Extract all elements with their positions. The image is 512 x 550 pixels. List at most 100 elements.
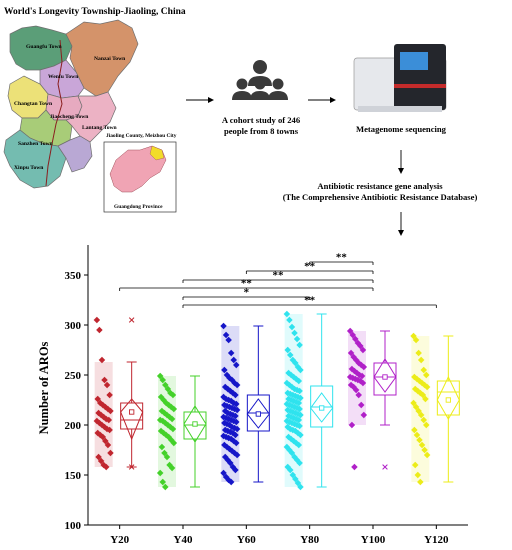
people-group-icon: [232, 60, 288, 100]
data-point: [232, 391, 239, 399]
data-point: [107, 407, 114, 415]
data-point: [410, 399, 417, 407]
sequencing-label: Metagenome sequencing: [356, 124, 447, 134]
sig-label: **: [304, 295, 316, 307]
data-point: [296, 341, 303, 349]
data-point: [296, 387, 303, 395]
data-point: [295, 399, 303, 407]
box-layer: [120, 313, 460, 488]
x-tick-label: Y100: [361, 534, 386, 546]
data-point: [169, 391, 177, 399]
workflow: A cohort study of 246 people from 8 town…: [186, 44, 477, 236]
sig-label: **: [273, 270, 285, 282]
data-point: [170, 439, 178, 447]
data-point: [159, 478, 167, 486]
data-point: [351, 463, 358, 471]
data-point: [99, 433, 107, 441]
data-point: [411, 461, 419, 469]
mean-marker: [445, 397, 451, 403]
province-shape: [109, 145, 167, 193]
cohort-text-line1: A cohort study of 246: [222, 115, 301, 125]
outlier-cross: [128, 317, 135, 323]
outlier-marker: [128, 464, 135, 470]
town-label: Xinpu Town: [14, 165, 44, 171]
x-tick-label: Y20: [110, 534, 129, 546]
data-point: [295, 416, 303, 424]
data-point: [412, 336, 420, 344]
box-iqr: [436, 380, 460, 416]
cohort-text-line2: people from 8 towns: [224, 126, 299, 136]
mean-marker: [129, 409, 135, 415]
box-plot-chart: Number of AROs 100 150 200 250 300 350 Y20 Y40…: [37, 245, 468, 546]
town-label: Sanzhen Town: [18, 141, 54, 147]
data-point: [168, 415, 176, 423]
data-point: [97, 457, 105, 465]
data-point: [286, 466, 294, 474]
data-point: [98, 356, 106, 364]
data-point: [296, 459, 303, 467]
data-point: [161, 483, 169, 491]
data-point: [233, 381, 241, 389]
data-point: [423, 383, 431, 391]
data-point: [101, 376, 108, 384]
data-point: [417, 478, 424, 486]
data-point: [296, 405, 303, 413]
data-point: [415, 407, 422, 415]
data-point: [417, 411, 425, 419]
data-point: [95, 453, 102, 461]
data-point: [297, 394, 304, 402]
data-point: [418, 441, 426, 449]
data-point: [102, 437, 109, 445]
mean-ci-diamond: [120, 398, 144, 441]
analysis-line2: (The Comprehensive Antibiotic Resistance…: [283, 192, 478, 202]
y-axis-label: Number of AROs: [37, 341, 51, 434]
data-point: [423, 451, 431, 459]
data-point: [232, 466, 239, 474]
data-point: [227, 478, 235, 486]
x-tick-label: Y80: [300, 534, 319, 546]
data-point: [410, 332, 417, 340]
data-point: [416, 436, 423, 444]
data-point: [357, 342, 364, 350]
x-tick-label: Y40: [174, 534, 193, 546]
data-point: [168, 464, 176, 472]
outlier-cross: [382, 464, 388, 470]
data-point: [421, 446, 428, 454]
data-point: [159, 376, 167, 384]
data-point: [295, 377, 303, 385]
data-points: [93, 310, 431, 491]
data-point: [296, 422, 303, 430]
data-point: [161, 381, 169, 389]
y-tick-label: 100: [65, 520, 82, 532]
data-point: [347, 349, 355, 357]
y-tick-label: 300: [65, 320, 82, 332]
data-point: [352, 386, 360, 394]
data-point: [422, 371, 430, 379]
outlier-cross: [128, 464, 135, 470]
data-point: [415, 349, 422, 357]
sig-label: *: [244, 287, 250, 299]
data-point: [346, 327, 354, 335]
data-point: [288, 323, 296, 331]
data-point: [233, 451, 241, 459]
data-point: [420, 416, 428, 424]
y-tick-label: 150: [65, 470, 82, 482]
data-point: [422, 395, 429, 403]
analysis-line1: Antibiotic resistance gene analysis: [317, 181, 443, 191]
data-point: [295, 441, 303, 449]
town-labels: Guangfu Town Nanzai Town Wenfu Town Chan…: [14, 44, 126, 171]
data-point: [286, 351, 294, 359]
data-point: [359, 346, 367, 354]
mean-ci-diamond: [373, 358, 397, 393]
data-point: [355, 391, 363, 399]
data-point: [291, 329, 298, 337]
data-point: [106, 426, 113, 434]
data-point: [225, 336, 232, 344]
inset-map: Jiaoling County, Meizhou City Guangdong …: [103, 133, 177, 213]
mean-ci-diamond: [183, 405, 207, 443]
data-point: [414, 471, 422, 479]
data-point: [227, 459, 234, 467]
data-point: [232, 418, 240, 426]
town-label: Guangfu Town: [26, 44, 62, 50]
data-point: [156, 469, 164, 477]
